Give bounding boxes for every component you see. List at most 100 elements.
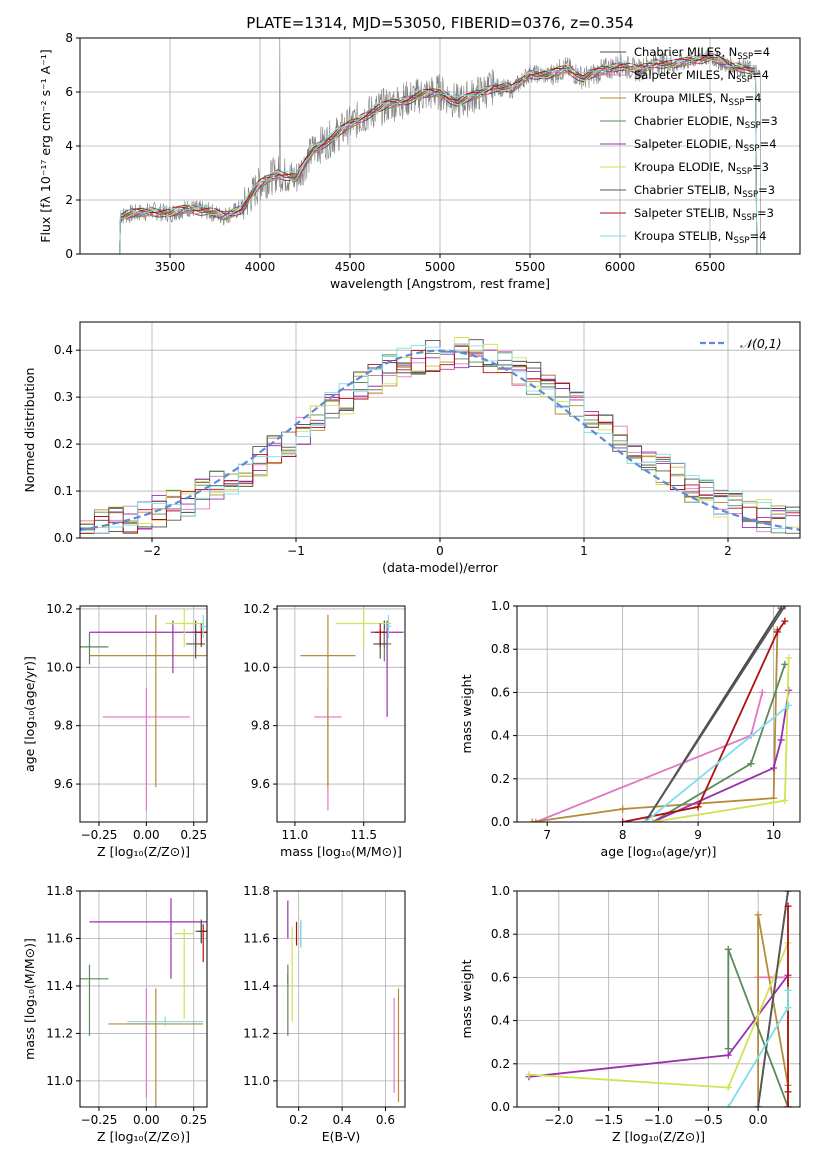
x-tick-label: 0 <box>436 544 444 558</box>
legend-subscript: SSP <box>741 213 757 223</box>
axes-frame <box>516 605 801 823</box>
x-tick-label: 6000 <box>605 260 636 274</box>
chart-title: PLATE=1314, MJD=53050, FIBERID=0376, z=0… <box>246 14 633 32</box>
weight-line <box>535 692 764 822</box>
weight-marker <box>649 818 657 822</box>
x-axis-label: wavelength [Angstrom, rest frame] <box>330 276 550 291</box>
residual-histogram <box>80 337 800 530</box>
y-tick-label: 11.2 <box>243 1026 270 1040</box>
axes-frame <box>516 890 801 1108</box>
y-tick-label: 11.4 <box>243 979 270 993</box>
axes-frame <box>79 890 208 1108</box>
y-axis-label: Normed distribution <box>22 368 37 493</box>
y-tick-label: 10.2 <box>243 602 270 616</box>
model-spectrum <box>119 54 758 254</box>
y-axis-label: mass weight <box>459 959 474 1038</box>
y-tick-label: 1.0 <box>491 599 510 613</box>
weight-line <box>652 690 790 822</box>
y-tick-label: 9.6 <box>54 777 73 791</box>
y-tick-label: 2 <box>65 193 73 207</box>
legend-subscript: SSP <box>742 190 758 200</box>
x-tick-label: 2 <box>724 544 732 558</box>
legend-count: =4 <box>752 68 769 82</box>
x-tick-label: −0.5 <box>694 1113 723 1127</box>
weight-marker <box>773 628 781 636</box>
weight-marker <box>525 1071 533 1079</box>
y-tick-label: 0 <box>65 247 73 261</box>
y-tick-label: 0.4 <box>54 343 73 357</box>
legend-subscript: SSP <box>744 144 760 154</box>
x-tick-label: 0.00 <box>133 828 160 842</box>
y-tick-label: 10.0 <box>243 660 270 674</box>
weight-marker <box>785 701 793 709</box>
axes-frame <box>79 321 801 539</box>
legend-count: =3 <box>758 183 775 197</box>
plot-area <box>525 891 792 1107</box>
model-spectrum <box>119 55 758 254</box>
model-spectrum <box>119 54 758 254</box>
model-spectrum <box>119 56 758 254</box>
x-tick-label: 3500 <box>155 260 186 274</box>
legend-count: =4 <box>760 137 777 151</box>
x-tick-label: 1 <box>580 544 588 558</box>
y-tick-label: 9.6 <box>251 777 270 791</box>
plot-area <box>119 38 761 254</box>
model-spectrum <box>119 53 758 254</box>
x-tick-label: 0.25 <box>180 828 207 842</box>
weight-marker <box>532 818 540 822</box>
plot-area <box>80 898 207 1107</box>
x-tick-label: 8 <box>619 828 627 842</box>
axes-weight_vs_age: 7 8 9 10 0.0 0.2 0.4 0.6 0.8 1.0 age [log₁₀(age/yr… <box>459 599 801 859</box>
x-tick-label: −1 <box>287 544 305 558</box>
weight-marker <box>781 606 789 610</box>
y-tick-label: 0.2 <box>54 437 73 451</box>
weight-line <box>622 620 786 822</box>
x-tick-label: −0.25 <box>81 1113 118 1127</box>
weight-marker <box>784 1088 792 1096</box>
x-tick-label: 5000 <box>425 260 456 274</box>
y-tick-label: 9.8 <box>54 719 73 733</box>
legend-subscript: SSP <box>736 167 752 177</box>
axes-frame <box>276 890 406 1108</box>
axes-frame <box>276 605 406 823</box>
weight-marker <box>758 688 766 696</box>
legend-label: Salpeter STELIB, NSSP=3 <box>634 206 774 223</box>
weight-marker <box>747 760 755 768</box>
weight-marker <box>754 911 762 919</box>
y-tick-label: 11.2 <box>46 1026 73 1040</box>
weight-marker <box>619 805 627 813</box>
legend-subscript: SSP <box>737 52 753 62</box>
x-axis-label: (data-model)/error <box>382 560 499 575</box>
weight-marker <box>724 1084 732 1092</box>
y-axis-label: Flux [fλ 10⁻¹⁷ erg cm⁻² s⁻¹ A⁻¹] <box>38 49 53 242</box>
legend-count: =3 <box>761 114 778 128</box>
legend-count: =3 <box>757 206 774 220</box>
axes-mass_vs_EBV: 0.2 0.4 0.6 11.0 11.2 11.4 11.6 11.8 E(B-V) <box>243 884 406 1144</box>
y-tick-label: 0.0 <box>491 815 510 829</box>
plot-area <box>528 606 793 822</box>
x-axis-label: age [log₁₀(age/yr)] <box>601 844 717 859</box>
legend-label: Chabrier STELIB, NSSP=3 <box>634 183 775 200</box>
y-tick-label: 9.8 <box>251 719 270 733</box>
axes-mass_vs_Z: −0.25 0.00 0.25 11.0 11.2 11.4 11.6 11.8 Z [log₁… <box>22 884 208 1144</box>
y-tick-label: 11.0 <box>46 1074 73 1088</box>
y-tick-label: 0.2 <box>491 772 510 786</box>
weight-marker <box>785 654 793 662</box>
weight-marker <box>770 764 778 772</box>
x-tick-label: 4500 <box>335 260 366 274</box>
x-tick-label: 5500 <box>515 260 546 274</box>
axes-spectrum: 3500 4000 4500 5000 5500 6000 6500 0 2 4 6 8 wavelen… <box>38 31 801 291</box>
weight-marker <box>724 945 732 953</box>
weight-marker <box>724 1051 732 1059</box>
y-tick-label: 4 <box>65 139 73 153</box>
y-tick-label: 10.2 <box>46 602 73 616</box>
x-tick-label: 6500 <box>695 260 726 274</box>
y-axis-label: mass [log₁₀(M/M⊙)] <box>22 938 37 1060</box>
spectrum-legend: Chabrier MILES, NSSP=4 Salpeter MILES, NS… <box>600 45 778 246</box>
x-axis-label: E(B-V) <box>322 1129 361 1144</box>
x-tick-label: 11.0 <box>282 828 309 842</box>
weight-line <box>644 704 790 822</box>
y-tick-label: 11.8 <box>46 884 73 898</box>
legend-label: 𝒩(0,1) <box>740 336 782 351</box>
y-tick-label: 0.8 <box>491 927 510 941</box>
